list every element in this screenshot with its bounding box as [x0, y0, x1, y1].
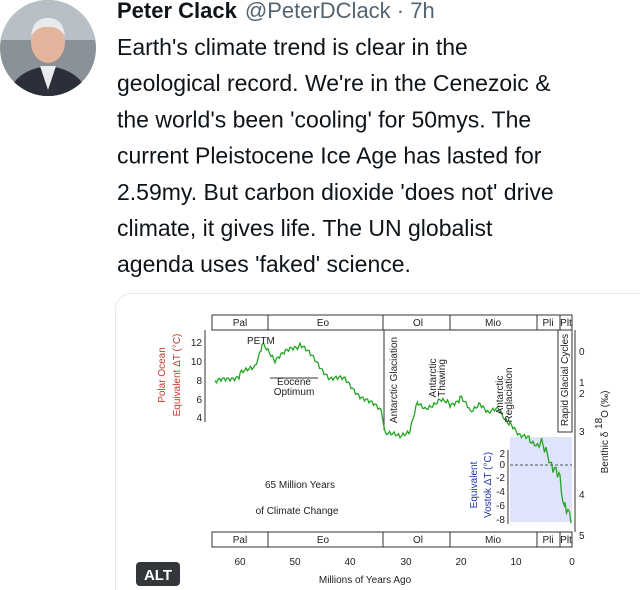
axis-label: Vostok ΔT (°C) [483, 452, 494, 518]
period-label: Mio [485, 318, 502, 329]
tick-label: -8 [496, 515, 505, 526]
author[interactable]: Peter Clack [117, 0, 238, 23]
tick-label: 5 [579, 531, 585, 542]
annotation: Rapid Glacial Cycles [560, 334, 571, 426]
period-label: Eo [317, 318, 330, 329]
chart-title: of Climate Change [256, 506, 339, 517]
period-label: Ol [413, 535, 423, 546]
period-label: Plt [560, 535, 572, 546]
vostok-panel [510, 437, 572, 522]
tick-label: -6 [496, 501, 505, 512]
tick-label: 8 [196, 376, 202, 387]
period-label: Pli [542, 318, 553, 329]
tweet-line: climate, it gives life. The UN globalist [117, 215, 493, 241]
annotation: Reglaciation [504, 367, 515, 422]
annotation: Antarctic [495, 376, 506, 415]
axis-label-part: O (‰) [600, 391, 611, 418]
axis-label: Polar Ocean [157, 347, 168, 403]
annotation: Thawing [437, 359, 448, 397]
tick-label: -4 [496, 487, 505, 498]
annotation: Optimum [274, 387, 315, 398]
tick-label: 2 [499, 449, 505, 460]
tweet-line: agenda uses 'faked' science. [117, 251, 411, 277]
tick-label: 12 [191, 338, 203, 349]
axis-label: Equivalent ΔT (°C) [172, 334, 183, 417]
axis-label-part: Benthic δ [600, 429, 611, 473]
media-card[interactable] [115, 293, 640, 590]
chart-title: 65 Million Years [265, 480, 335, 491]
alt-label[interactable]: ALT [144, 567, 172, 584]
tick-label: 30 [400, 557, 412, 568]
annotation: Antarctic [428, 359, 439, 398]
period-label: Pal [233, 318, 247, 329]
period-bar [211, 531, 573, 548]
tick-label: 4 [579, 490, 585, 501]
period-label: Plt [560, 318, 572, 329]
period-label: Pal [233, 535, 247, 546]
annotation: PETM [247, 336, 275, 347]
tick-label: 3 [579, 427, 585, 438]
x-axis-label: Millions of Years Ago [319, 575, 412, 586]
period-label: Ol [413, 318, 423, 329]
tweet-line: 2.59my. But carbon dioxide 'does not' dr… [117, 179, 554, 205]
axis-label: Benthic δ 18O (‰) [594, 391, 611, 474]
climate-curve [214, 341, 572, 524]
tick-label: 50 [289, 557, 301, 568]
tick-label: 4 [196, 413, 202, 424]
tweet-line: Earth's climate trend is clear in the [117, 34, 468, 60]
tick-label: 40 [344, 557, 356, 568]
axis-label-part: 18 [594, 417, 605, 429]
tick-label: -2 [496, 473, 505, 484]
period-bar [211, 314, 573, 331]
annotation: Antarctic Glaciation [389, 337, 400, 423]
tick-label: 6 [196, 395, 202, 406]
period-label: Mio [485, 535, 502, 546]
avatar[interactable] [0, 0, 96, 96]
tick-label: 1 [579, 378, 585, 389]
chart-image: PETM Eocene Optimum Antarctic Glaciation… [157, 314, 611, 586]
tick-label: 0 [499, 460, 505, 471]
annotation: Eocene [277, 377, 311, 388]
tick-label: 10 [191, 357, 203, 368]
period-label: Pli [542, 535, 553, 546]
tick-label: 10 [510, 557, 522, 568]
tweet-line: geological record. We're in the Cenezoic… [117, 70, 551, 96]
period-label: Eo [317, 535, 330, 546]
tick-label: 60 [234, 557, 246, 568]
alt-badge[interactable] [136, 562, 180, 586]
rapid-box [557, 329, 573, 433]
tick-label: 20 [455, 557, 467, 568]
tick-label: 0 [579, 347, 585, 358]
tick-label: 0 [569, 557, 575, 568]
tweet-line: current Pleistocene Ice Age has lasted f… [117, 143, 542, 169]
tick-label: 2 [579, 389, 585, 400]
tweet-line: the world's been 'cooling' for 50mys. Th… [117, 106, 531, 132]
tweet-text: Earth's climate trend is clear in the geo… [117, 34, 554, 277]
handle-time[interactable]: @PeterDClack · 7h [245, 0, 435, 23]
axis-label: Equivalent [469, 461, 480, 508]
